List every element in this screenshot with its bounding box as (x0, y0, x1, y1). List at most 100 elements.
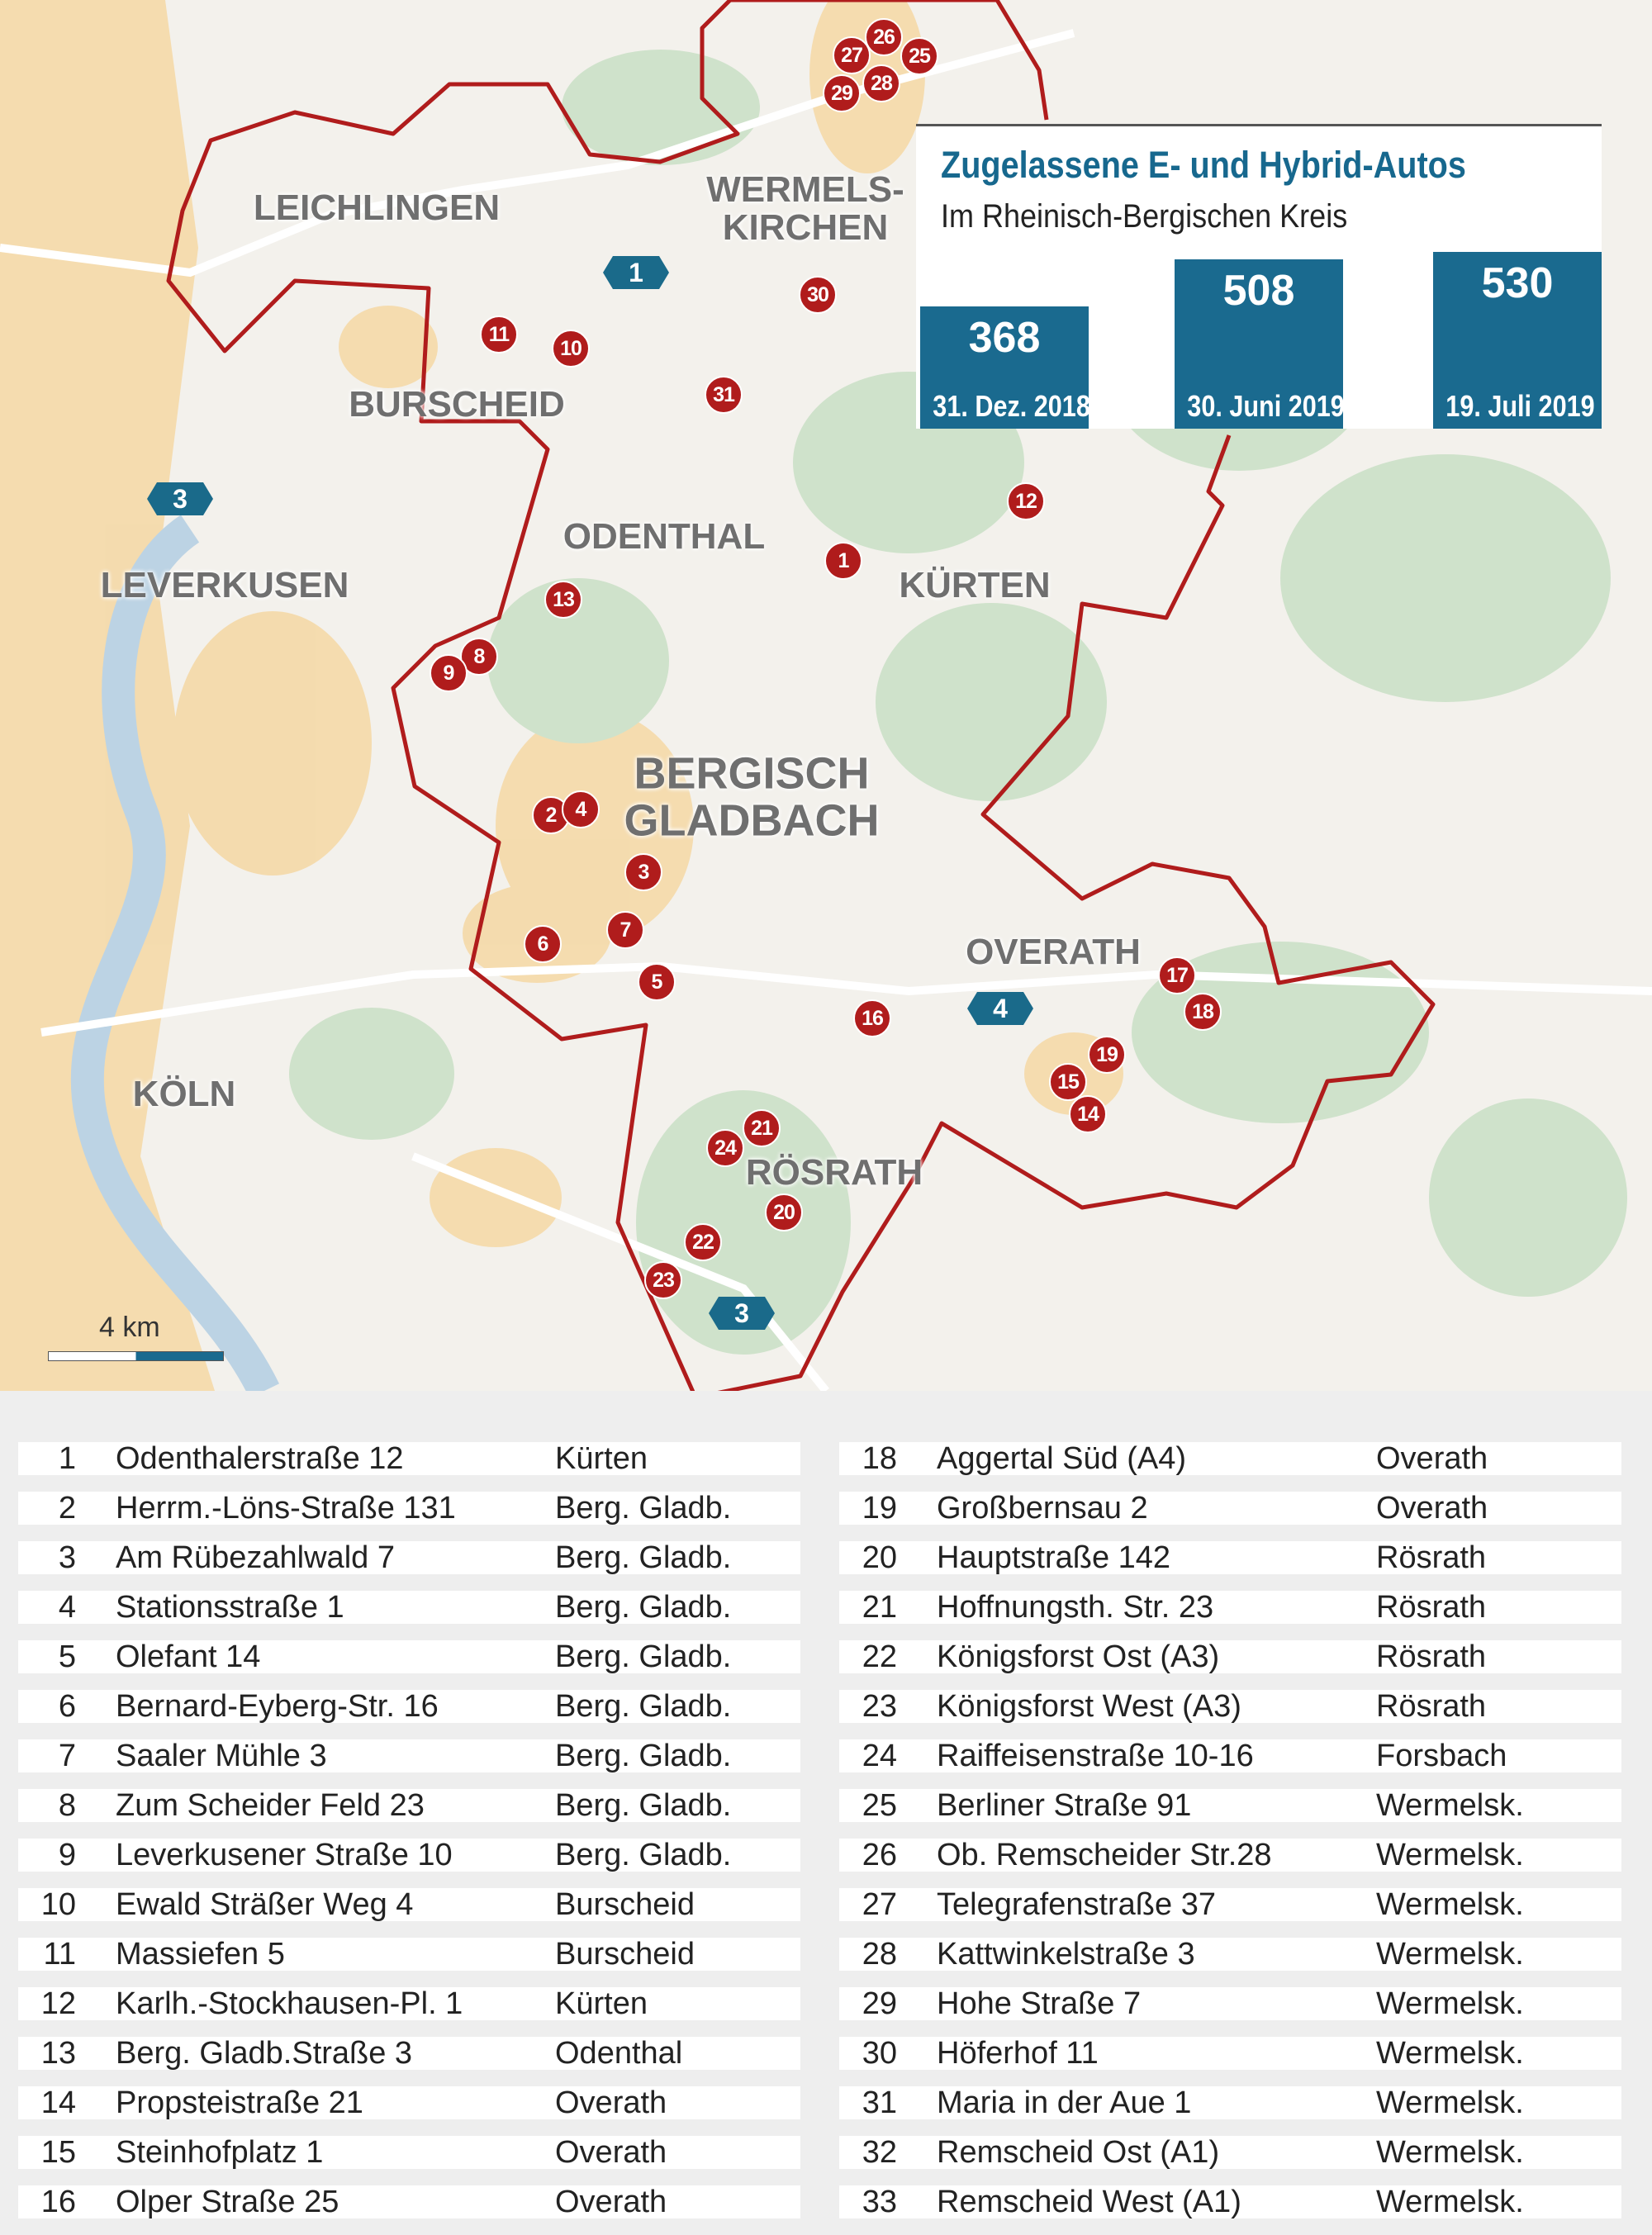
table-row: 3 Am Rübezahlwald 7 Berg. Gladb. (18, 1541, 800, 1574)
panel-rule (916, 124, 1602, 126)
station-marker-31[interactable]: 31 (705, 376, 743, 414)
station-street: Großbernsau 2 (937, 1491, 1148, 1526)
station-street: Berliner Straße 91 (937, 1788, 1192, 1823)
station-number: 23 (862, 1689, 897, 1724)
station-city: Wermelsk. (1376, 1838, 1524, 1872)
station-city: Wermelsk. (1376, 2036, 1524, 2071)
station-number: 4 (58, 1590, 76, 1625)
table-row: 12 Karlh.-Stockhausen-Pl. 1 Kürten (18, 1987, 800, 2020)
bar-value: 530 (1481, 259, 1554, 308)
station-number: 6 (58, 1689, 76, 1724)
station-number: 14 (40, 2086, 76, 2120)
station-street: Karlh.-Stockhausen-Pl. 1 (116, 1986, 463, 2021)
table-row: 28 Kattwinkelstraße 3 Wermelsk. (839, 1938, 1621, 1971)
station-marker-10[interactable]: 10 (552, 330, 590, 368)
table-row: 2 Herrm.-Löns-Straße 131 Berg. Gladb. (18, 1492, 800, 1525)
station-street: Aggertal Süd (A4) (937, 1441, 1187, 1476)
bar-date: 30. Juni 2019 (1187, 389, 1345, 423)
station-street: Berg. Gladb.Straße 3 (116, 2036, 413, 2071)
station-street: Odenthalerstraße 12 (116, 1441, 404, 1476)
station-city: Overath (555, 2185, 667, 2219)
station-marker-3[interactable]: 3 (624, 853, 662, 891)
station-number: 22 (862, 1639, 897, 1674)
station-number: 33 (862, 2185, 897, 2219)
station-street: Hoffnungsth. Str. 23 (937, 1590, 1214, 1625)
station-street: Steinhofplatz 1 (116, 2135, 324, 2170)
table-row: 10 Ewald Sträßer Weg 4 Burscheid (18, 1888, 800, 1921)
station-city: Berg. Gladb. (555, 1491, 732, 1526)
station-marker-26[interactable]: 26 (865, 18, 903, 56)
table-row: 1 Odenthalerstraße 12 Kürten (18, 1442, 800, 1475)
station-marker-23[interactable]: 23 (644, 1261, 682, 1299)
station-number: 11 (43, 1937, 76, 1972)
place-label: BERGISCH GLADBACH (624, 748, 880, 845)
bar-3: 530 19. Juli 2019 (1433, 252, 1602, 429)
station-number: 28 (862, 1937, 897, 1972)
station-marker-21[interactable]: 21 (743, 1109, 781, 1147)
station-number: 32 (862, 2135, 897, 2170)
station-city: Wermelsk. (1376, 2185, 1524, 2219)
station-city: Wermelsk. (1376, 1986, 1524, 2021)
station-city: Overath (1376, 1491, 1488, 1526)
table-row: 31 Maria in der Aue 1 Wermelsk. (839, 2086, 1621, 2119)
table-row: 16 Olper Straße 25 Overath (18, 2185, 800, 2218)
station-marker-7[interactable]: 7 (606, 911, 644, 949)
table-row: 7 Saaler Mühle 3 Berg. Gladb. (18, 1739, 800, 1772)
station-marker-13[interactable]: 13 (544, 581, 582, 619)
station-marker-17[interactable]: 17 (1158, 956, 1196, 994)
table-row: 20 Hauptstraße 142 Rösrath (839, 1541, 1621, 1574)
table-row: 5 Olefant 14 Berg. Gladb. (18, 1640, 800, 1673)
station-marker-15[interactable]: 15 (1049, 1063, 1087, 1101)
station-marker-25[interactable]: 25 (900, 37, 938, 75)
station-city: Berg. Gladb. (555, 1639, 732, 1674)
station-number: 24 (862, 1739, 897, 1773)
station-marker-14[interactable]: 14 (1069, 1095, 1107, 1133)
station-marker-1[interactable]: 1 (824, 542, 862, 580)
station-marker-20[interactable]: 20 (765, 1193, 803, 1231)
station-marker-29[interactable]: 29 (823, 74, 861, 112)
station-marker-27[interactable]: 27 (833, 36, 871, 74)
station-marker-9[interactable]: 9 (430, 654, 468, 692)
table-row: 21 Hoffnungsth. Str. 23 Rösrath (839, 1591, 1621, 1624)
table-row: 26 Ob. Remscheider Str.28 Wermelsk. (839, 1839, 1621, 1872)
station-marker-18[interactable]: 18 (1184, 993, 1222, 1031)
table-row: 8 Zum Scheider Feld 23 Berg. Gladb. (18, 1789, 800, 1822)
station-street: Remscheid Ost (A1) (937, 2135, 1220, 2170)
bar-1: 368 31. Dez. 2018 (920, 306, 1090, 429)
table-row: 11 Massiefen 5 Burscheid (18, 1938, 800, 1971)
station-street: Remscheid West (A1) (937, 2185, 1241, 2219)
station-city: Rösrath (1376, 1540, 1487, 1575)
station-marker-4[interactable]: 4 (562, 790, 600, 828)
district-border (166, 0, 1049, 1391)
station-number: 29 (862, 1986, 897, 2021)
station-street: Saaler Mühle 3 (116, 1739, 327, 1773)
station-marker-16[interactable]: 16 (853, 999, 891, 1037)
station-street: Hohe Straße 7 (937, 1986, 1142, 2021)
station-city: Kürten (555, 1441, 648, 1476)
station-marker-6[interactable]: 6 (524, 925, 562, 963)
station-street: Am Rübezahlwald 7 (116, 1540, 395, 1575)
map: LEICHLINGEN WERMELS- KIRCHEN BURSCHEID ODEN… (0, 0, 1652, 1391)
station-marker-5[interactable]: 5 (638, 963, 676, 1001)
station-marker-19[interactable]: 19 (1088, 1036, 1126, 1074)
station-street: Zum Scheider Feld 23 (116, 1788, 425, 1823)
station-number: 21 (862, 1590, 897, 1625)
station-marker-30[interactable]: 30 (799, 276, 837, 314)
station-number: 3 (58, 1540, 76, 1575)
station-street: Königsforst West (A3) (937, 1689, 1241, 1724)
station-city: Berg. Gladb. (555, 1739, 732, 1773)
place-label: KÜRTEN (899, 564, 1051, 605)
station-marker-11[interactable]: 11 (480, 316, 518, 354)
station-marker-22[interactable]: 22 (684, 1223, 722, 1261)
station-number: 13 (40, 2036, 76, 2071)
station-marker-12[interactable]: 12 (1007, 482, 1045, 520)
station-number: 27 (862, 1887, 897, 1922)
station-number: 26 (862, 1838, 897, 1872)
station-marker-24[interactable]: 24 (706, 1129, 744, 1167)
station-city: Overath (555, 2086, 667, 2120)
station-street: Hauptstraße 142 (937, 1540, 1171, 1575)
bar-value: 508 (1222, 267, 1295, 316)
station-street: Telegrafenstraße 37 (937, 1887, 1216, 1922)
station-marker-8[interactable]: 8 (460, 638, 498, 676)
station-marker-28[interactable]: 28 (862, 64, 900, 102)
